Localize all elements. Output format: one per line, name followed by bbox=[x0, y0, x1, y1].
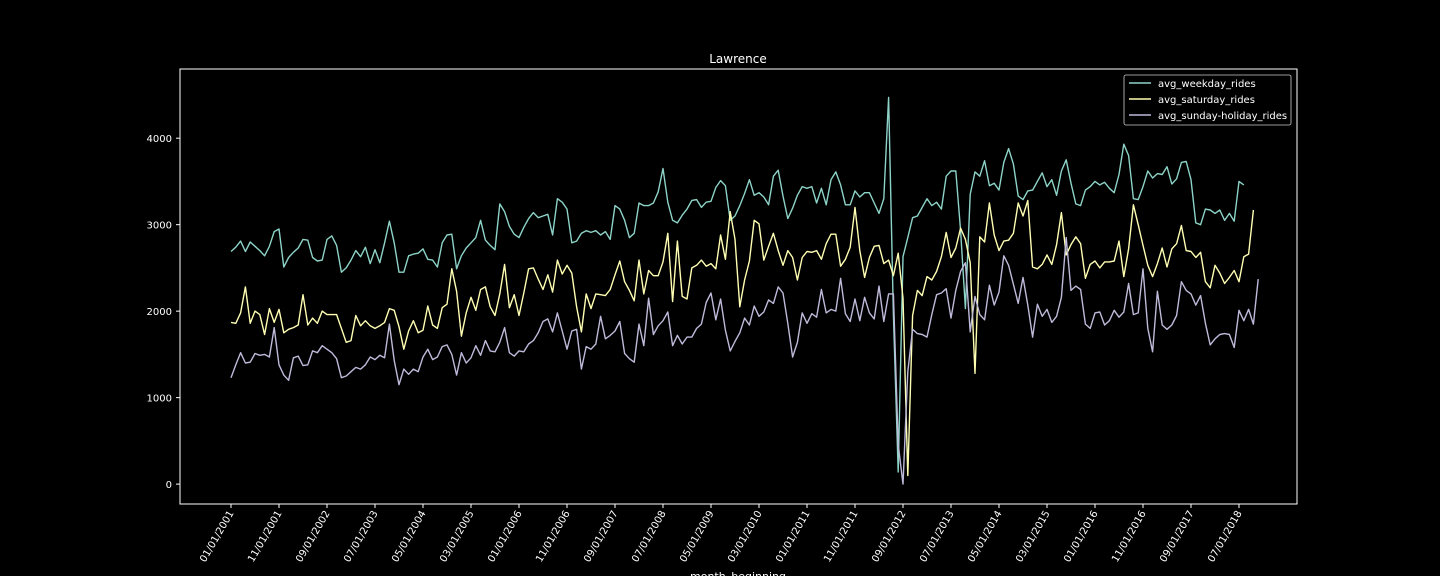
legend: avg_weekday_rides avg_saturday_rides avg_s… bbox=[1124, 75, 1291, 125]
y-tick-label: 2000 bbox=[147, 307, 172, 318]
x-axis-label: month_beginning bbox=[690, 570, 786, 576]
y-tick-label: 3000 bbox=[147, 221, 172, 232]
legend-label: avg_weekday_rides bbox=[1158, 79, 1256, 90]
legend-label: avg_sunday-holiday_rides bbox=[1158, 111, 1287, 122]
chart-title: Lawrence bbox=[709, 52, 767, 66]
y-tick-label: 0 bbox=[166, 480, 172, 491]
y-tick-label: 4000 bbox=[147, 134, 172, 145]
legend-label: avg_saturday_rides bbox=[1158, 95, 1255, 106]
y-tick-label: 1000 bbox=[147, 394, 172, 405]
